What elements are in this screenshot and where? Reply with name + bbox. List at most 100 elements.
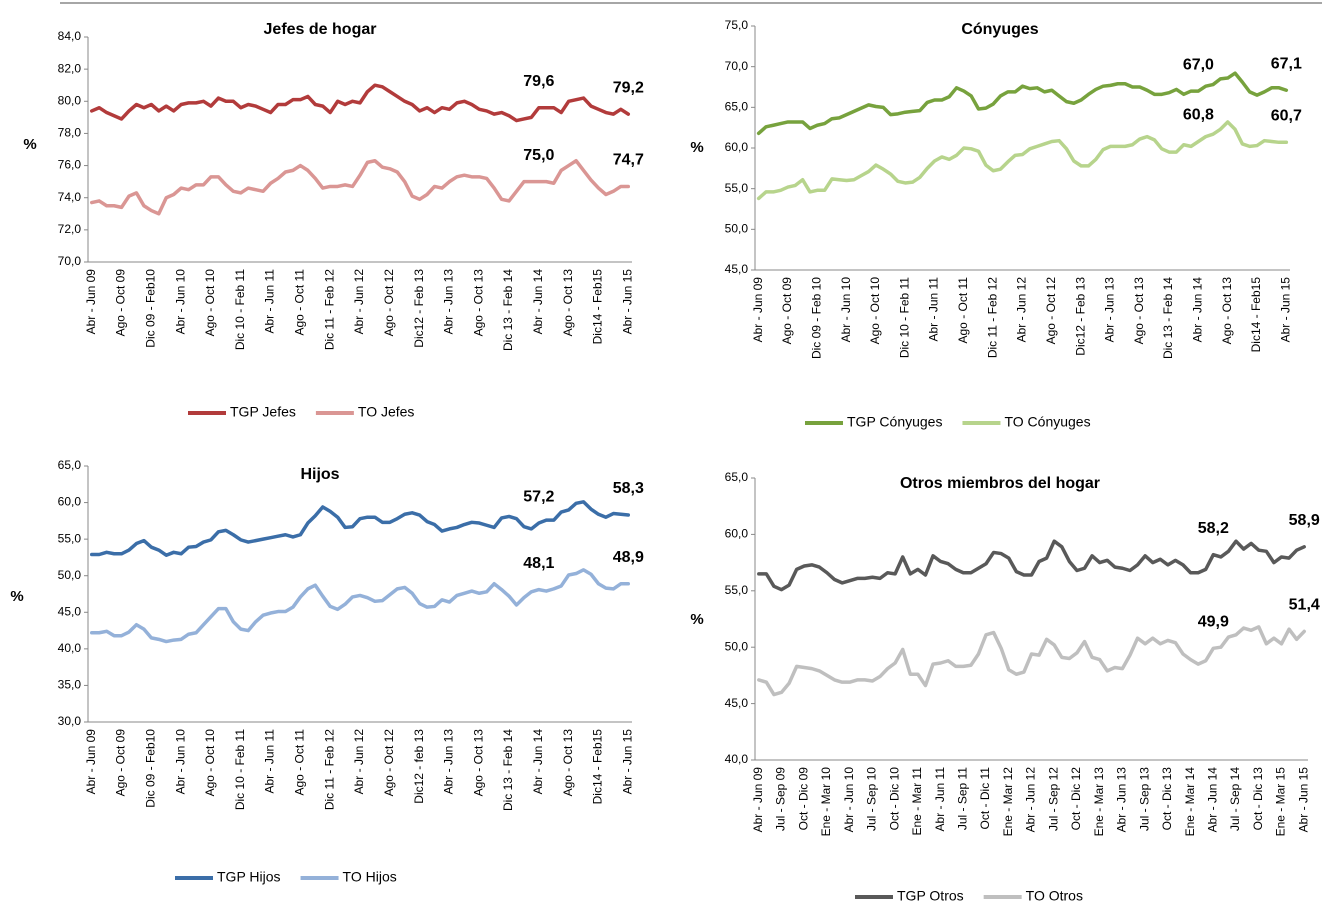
x-tick-label: Dic12 - Feb 13 [412, 269, 426, 348]
x-tick-label: Ago - Oct 09 [114, 729, 128, 797]
series-line [756, 120, 1289, 201]
y-tick-label: 55,0 [58, 531, 82, 545]
x-tick-label: Abr - Jun 09 [84, 269, 98, 335]
y-tick-label: 70,0 [725, 59, 749, 73]
x-tick-label: Ene - Mar 15 [1274, 767, 1288, 837]
legend-label: TGP Hijos [217, 869, 281, 885]
value-label: 79,6 [523, 73, 554, 90]
value-label: 58,2 [1198, 520, 1229, 537]
x-tick-label: Ene - Mar 11 [910, 767, 924, 836]
value-label: 75,0 [523, 147, 554, 164]
y-axis-label: % [23, 136, 36, 153]
x-tick-label: Ago - Oct 10 [868, 277, 882, 345]
legend-label: TO Hijos [343, 869, 397, 885]
y-tick-label: 60,0 [725, 527, 749, 541]
series-line [89, 568, 631, 644]
x-tick-label: Abr - Jun 12 [352, 269, 366, 335]
y-tick-label: 30,0 [58, 714, 82, 728]
legend-label: TGP Jefes [230, 404, 296, 420]
x-tick-label: Abr - Jun 13 [1103, 277, 1117, 343]
y-tick-label: 80,0 [58, 93, 82, 107]
value-label: 79,2 [613, 79, 644, 96]
x-tick-label: Ene - Mar 10 [819, 767, 833, 837]
y-tick-label: 60,0 [725, 140, 749, 154]
x-tick-label: Dic 10 - Feb 11 [233, 269, 247, 350]
x-tick-label: Abr - Jun 15 [620, 269, 634, 335]
x-tick-label: Jul - Sep 12 [1046, 767, 1060, 831]
series-line [756, 71, 1289, 136]
x-tick-label: Ago - Oct 13 [1132, 277, 1146, 345]
y-tick-label: 65,0 [58, 458, 82, 472]
x-tick-label: Abr - Jun 11 [933, 767, 947, 832]
x-tick-label: Abr - Jun 15 [620, 729, 634, 795]
x-tick-label: Abr - Jun 11 [263, 269, 277, 334]
x-tick-label: Abr - Jun 13 [442, 269, 456, 335]
x-tick-label: Dic 09 - Feb10 [144, 729, 158, 808]
x-tick-label: Abr - Jun 14 [1191, 277, 1205, 343]
chart-title: Cónyuges [961, 21, 1038, 38]
x-tick-label: Abr - Jun 09 [84, 729, 98, 795]
y-axis-label: % [690, 139, 703, 156]
y-tick-label: 72,0 [58, 222, 82, 236]
y-tick-label: 70,0 [58, 254, 82, 268]
y-axis-label: % [10, 588, 23, 605]
series-line [757, 539, 1306, 592]
value-label: 60,7 [1271, 108, 1302, 125]
chart-title: Otros miembros del hogar [900, 475, 1100, 492]
x-tick-label: Jul - Sep 09 [774, 767, 788, 831]
x-tick-label: Dic 13 - Feb 14 [1161, 277, 1175, 359]
y-tick-label: 74,0 [58, 190, 82, 204]
x-tick-label: Abr - Jun 11 [263, 729, 277, 794]
y-tick-label: 60,0 [58, 495, 82, 509]
x-tick-label: Dic 11 - Feb 12 [985, 277, 999, 358]
x-tick-label: Abr - Jun 15 [1279, 277, 1293, 343]
x-tick-label: Abr - Jun 14 [1205, 767, 1219, 833]
x-tick-label: Ago - Oct 11 [293, 269, 307, 336]
x-tick-label: Abr - Jun 10 [842, 767, 856, 833]
x-tick-label: Jul - Sep 11 [955, 767, 969, 830]
x-tick-label: Ago - Oct 12 [382, 269, 396, 337]
series-line [757, 625, 1306, 697]
x-tick-label: Oct - Dic 12 [1069, 767, 1083, 831]
x-tick-label: Ago - Oct 09 [780, 277, 794, 345]
value-label: 60,8 [1183, 107, 1214, 124]
value-label: 51,4 [1289, 597, 1320, 614]
value-label: 57,2 [523, 488, 554, 505]
y-tick-label: 78,0 [58, 126, 82, 140]
y-tick-label: 65,0 [725, 100, 749, 114]
legend-label: TGP Cónyuges [847, 414, 942, 430]
y-axis-label: % [690, 611, 703, 628]
x-tick-label: Dic 09 - Feb 10 [809, 277, 823, 359]
y-tick-label: 40,0 [58, 641, 82, 655]
y-tick-label: 55,0 [725, 181, 749, 195]
x-tick-label: Oct - Dic 10 [887, 767, 901, 831]
y-tick-label: 50,0 [725, 222, 749, 236]
y-tick-label: 45,0 [58, 604, 82, 618]
y-tick-label: 76,0 [58, 158, 82, 172]
value-label: 49,9 [1198, 614, 1229, 631]
y-tick-label: 45,0 [725, 696, 749, 710]
x-tick-label: Ene - Mar 13 [1092, 767, 1106, 837]
value-label: 58,9 [1289, 512, 1320, 529]
x-tick-label: Ago - Oct 13 [1220, 277, 1234, 345]
x-tick-label: Ago - Oct 11 [293, 729, 307, 796]
y-tick-label: 35,0 [58, 678, 82, 692]
x-tick-label: Dic14 - Feb15 [591, 269, 605, 345]
y-tick-label: 50,0 [58, 568, 82, 582]
x-tick-label: Dic 13 - Feb 14 [501, 269, 515, 351]
x-tick-label: Ene - Mar 14 [1183, 767, 1197, 837]
x-tick-label: Abr - Jun 11 [927, 277, 941, 342]
x-tick-label: Oct - Dic 09 [796, 767, 810, 831]
series-line [89, 500, 631, 557]
x-tick-label: Abr - Jun 14 [531, 269, 545, 335]
chart-title: Hijos [300, 466, 339, 483]
x-tick-label: Ene - Mar 12 [1001, 767, 1015, 837]
value-label: 58,3 [613, 480, 644, 497]
y-tick-label: 55,0 [725, 583, 749, 597]
x-tick-label: Abr - Jun 10 [173, 269, 187, 335]
legend-label: TGP Otros [897, 888, 964, 904]
y-tick-label: 84,0 [58, 29, 82, 43]
series-line [89, 159, 631, 216]
